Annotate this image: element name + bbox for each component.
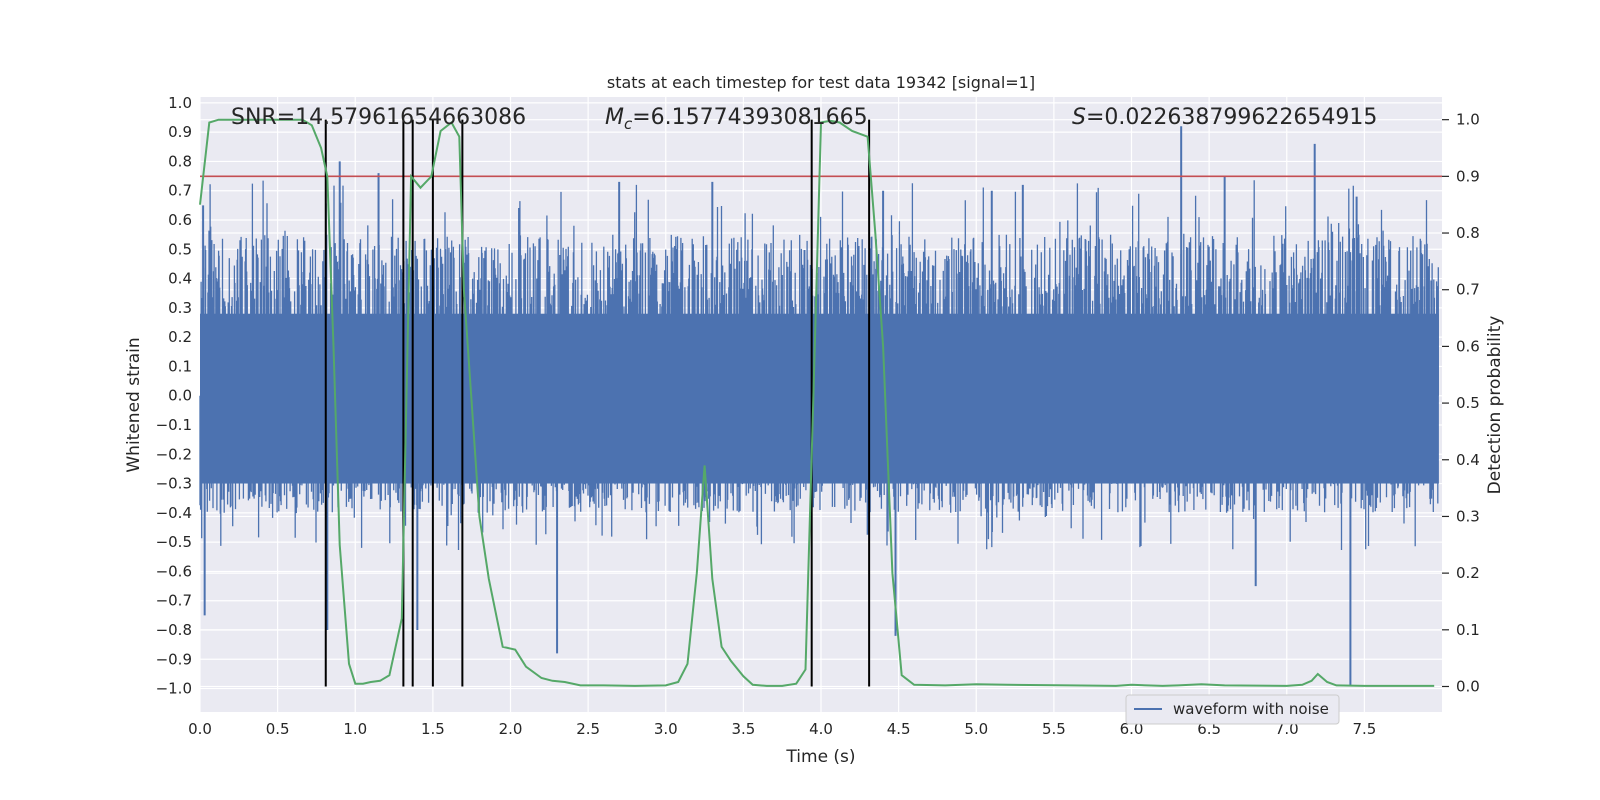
y-left-tick-6: 0.4 — [168, 270, 192, 288]
legend-box — [1125, 694, 1340, 725]
x-tick-7: 3.5 — [731, 720, 755, 738]
x-tick-3: 1.5 — [421, 720, 445, 738]
x-tick-10: 5.0 — [964, 720, 988, 738]
legend: waveform with noise — [1125, 694, 1340, 725]
y-right-tick-labels: 1.0 0.9 0.8 0.7 0.6 0.5 0.4 0.3 0.2 0.1 0.0 — [1442, 111, 1480, 695]
s-value: =0.022638799622654915 — [1086, 105, 1377, 130]
x-tick-15: 7.5 — [1352, 720, 1376, 738]
s-annotation: S=0.022638799622654915 — [1072, 105, 1377, 130]
y-right-tick-0: 1.0 — [1456, 111, 1480, 129]
x-tick-5: 2.5 — [576, 720, 600, 738]
x-tick-1: 0.5 — [266, 720, 290, 738]
y-left-tick-9: 0.1 — [168, 357, 192, 375]
chirp-mass-subscript: c — [624, 115, 633, 133]
y-left-tick-5: 0.5 — [168, 240, 192, 258]
y-right-tick-3: 0.7 — [1456, 281, 1480, 299]
y-right-tick-5: 0.5 — [1456, 394, 1480, 412]
y-axis-label-left: Whitened strain — [124, 337, 144, 472]
y-left-tick-8: 0.2 — [168, 328, 192, 346]
y-left-tick-4: 0.6 — [168, 211, 192, 229]
y-right-tick-1: 0.9 — [1456, 167, 1480, 185]
x-tick-11: 5.5 — [1042, 720, 1066, 738]
chirp-mass-annotation: Mc=6.15774393081665 — [605, 105, 868, 133]
y-right-tick-10: 0.0 — [1456, 677, 1480, 695]
y-left-tick-3: 0.7 — [168, 182, 192, 200]
snr-annotation: SNR=14.57961654663086 — [231, 105, 526, 130]
y-left-tick-11: −0.1 — [156, 416, 192, 434]
x-tick-8: 4.0 — [809, 720, 833, 738]
x-tick-0: 0.0 — [188, 720, 212, 738]
y-axis-label-right: Detection probability — [1485, 316, 1505, 495]
y-left-tick-14: −0.4 — [156, 504, 192, 522]
y-left-tick-10: 0.0 — [168, 387, 192, 405]
y-left-tick-16: −0.6 — [156, 562, 192, 580]
y-left-tick-0: 1.0 — [168, 94, 192, 112]
s-symbol: S — [1072, 105, 1086, 130]
x-tick-9: 4.5 — [887, 720, 911, 738]
y-right-tick-2: 0.8 — [1456, 224, 1480, 242]
y-left-tick-19: −0.9 — [156, 650, 192, 668]
y-left-tick-17: −0.7 — [156, 592, 192, 610]
probability-series — [199, 118, 1435, 687]
y-left-tick-2: 0.8 — [168, 152, 192, 170]
y-left-tick-13: −0.3 — [156, 475, 192, 493]
y-left-tick-12: −0.2 — [156, 445, 192, 463]
x-tick-2: 1.0 — [343, 720, 367, 738]
legend-label: waveform with noise — [1173, 700, 1329, 718]
y-right-tick-4: 0.6 — [1456, 337, 1480, 355]
y-left-tick-7: 0.3 — [168, 299, 192, 317]
x-tick-6: 3.0 — [654, 720, 678, 738]
waveform-core — [200, 313, 1439, 484]
y-left-tick-labels: 1.0 0.9 0.8 0.7 0.6 0.5 0.4 0.3 0.2 0.1 0.0 −0.1 −0.… — [156, 94, 192, 698]
chirp-mass-symbol: M — [605, 105, 624, 130]
chart-title: stats at each timestep for test data 193… — [607, 73, 1035, 92]
y-left-tick-1: 0.9 — [168, 123, 192, 141]
x-tick-labels: 0.0 0.5 1.0 1.5 2.0 2.5 3.0 3.5 4.0 4.5 5.0 5.5 6.0 6… — [188, 720, 1376, 738]
y-right-tick-8: 0.2 — [1456, 564, 1480, 582]
y-left-tick-20: −1.0 — [156, 680, 192, 698]
y-right-tick-6: 0.4 — [1456, 451, 1480, 469]
y-left-tick-18: −0.8 — [156, 621, 192, 639]
chirp-mass-value: =6.15774393081665 — [632, 105, 867, 130]
y-left-tick-15: −0.5 — [156, 533, 192, 551]
y-right-tick-7: 0.3 — [1456, 507, 1480, 525]
x-axis-label: Time (s) — [785, 747, 855, 767]
y-right-tick-9: 0.1 — [1456, 621, 1480, 639]
x-tick-4: 2.0 — [499, 720, 523, 738]
